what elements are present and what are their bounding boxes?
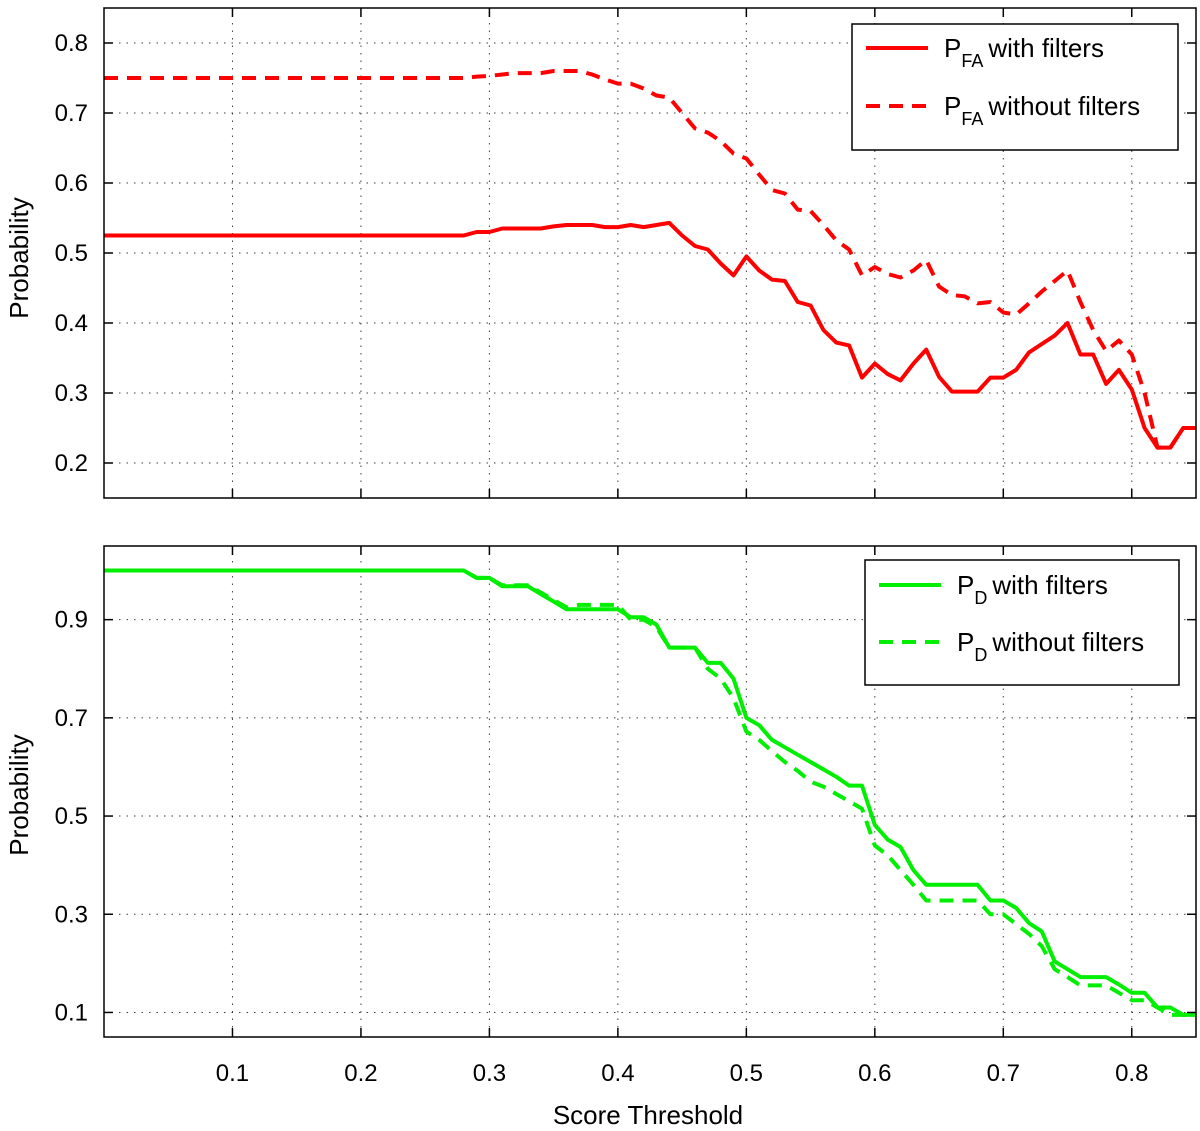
legend-subscript: D — [974, 588, 987, 608]
x-tick-label: 0.5 — [730, 1060, 763, 1087]
y-tick-label: 0.7 — [55, 100, 88, 127]
x-tick-label: 0.2 — [344, 1060, 377, 1087]
plot-frame — [103, 545, 1197, 1038]
legend-symbol: P — [944, 33, 961, 63]
y-tick-label: 0.9 — [55, 607, 88, 634]
x-tick-label: 0.6 — [858, 1060, 891, 1087]
legend-text: with filters — [991, 570, 1108, 600]
ticks: 0.2 0.3 0.4 0.5 0.6 0.7 0.8 — [55, 8, 1196, 498]
legend-label-2: PFA without filters — [944, 91, 1140, 129]
legend-symbol: P — [957, 570, 974, 600]
legend-subscript: D — [974, 645, 987, 665]
y-tick-label: 0.7 — [55, 705, 88, 732]
legend-label-1: PFA with filters — [944, 33, 1104, 71]
ticks: 0.1 0.3 0.5 0.7 0.9 0.1 0.2 0.3 0.4 0.5 0.6 0.7 0.8 — [55, 546, 1196, 1087]
legend-subscript: FA — [961, 109, 983, 129]
series-line-1 — [104, 568, 1196, 1017]
legend-symbol: P — [957, 627, 974, 657]
y-tick-label: 0.6 — [55, 170, 88, 197]
y-axis-label: Probability — [4, 734, 34, 855]
legend-text: without filters — [991, 627, 1144, 657]
y-axis-label: Probability — [4, 197, 34, 318]
series-line-1 — [104, 220, 1196, 450]
legend-symbol: P — [944, 91, 961, 121]
legend-subscript: FA — [961, 51, 983, 71]
x-tick-label: 0.3 — [473, 1060, 506, 1087]
series-line-2 — [104, 69, 1196, 450]
legend-label-1: PD with filters — [957, 570, 1108, 608]
y-tick-label: 0.5 — [55, 803, 88, 830]
y-tick-label: 0.5 — [55, 240, 88, 267]
legend-text: without filters — [987, 91, 1140, 121]
x-tick-label: 0.4 — [601, 1060, 634, 1087]
chart-panel-2: 0.1 0.3 0.5 0.7 0.9 0.1 0.2 0.3 0.4 0.5 0.6 0.7 0.8 P… — [4, 545, 1197, 1087]
legend-box — [864, 559, 1180, 686]
y-tick-label: 0.2 — [55, 450, 88, 477]
x-axis-label: Score Threshold — [553, 1100, 743, 1130]
y-tick-label: 0.3 — [55, 380, 88, 407]
x-tick-label: 0.7 — [987, 1060, 1020, 1087]
x-tick-label: 0.8 — [1115, 1060, 1148, 1087]
legend-label-2: PD without filters — [957, 627, 1144, 665]
series-line-2 — [104, 568, 1196, 1017]
y-tick-label: 0.3 — [55, 901, 88, 928]
y-tick-label: 0.8 — [55, 30, 88, 57]
x-tick-label: 0.1 — [216, 1060, 249, 1087]
y-tick-label: 0.1 — [55, 999, 88, 1026]
y-tick-label: 0.4 — [55, 310, 88, 337]
legend-text: with filters — [987, 33, 1104, 63]
legend-box — [851, 23, 1179, 151]
